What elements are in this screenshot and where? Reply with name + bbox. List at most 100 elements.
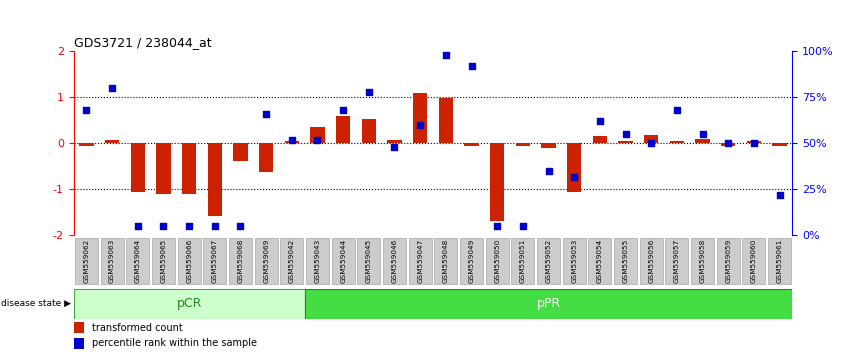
- Bar: [306, 238, 329, 285]
- Bar: [310, 127, 325, 143]
- Bar: [537, 238, 560, 285]
- Text: GSM559068: GSM559068: [237, 239, 243, 283]
- Bar: [563, 238, 585, 285]
- Point: [593, 119, 607, 124]
- Point: [131, 223, 145, 229]
- Bar: [358, 238, 380, 285]
- Point: [285, 137, 299, 143]
- Bar: [640, 238, 662, 285]
- Bar: [74, 322, 84, 333]
- Text: GSM559057: GSM559057: [674, 239, 680, 283]
- Bar: [409, 238, 432, 285]
- Text: GSM559052: GSM559052: [546, 239, 552, 283]
- Bar: [362, 119, 376, 143]
- Bar: [126, 238, 149, 285]
- Text: GDS3721 / 238044_at: GDS3721 / 238044_at: [74, 36, 211, 49]
- Bar: [439, 98, 453, 143]
- Bar: [208, 143, 222, 216]
- Text: GSM559060: GSM559060: [751, 239, 757, 283]
- Point: [234, 223, 248, 229]
- Text: transformed count: transformed count: [92, 322, 183, 332]
- Text: GSM559065: GSM559065: [160, 239, 166, 283]
- Point: [80, 107, 94, 113]
- Text: percentile rank within the sample: percentile rank within the sample: [92, 338, 256, 348]
- Point: [413, 122, 427, 128]
- Bar: [717, 238, 740, 285]
- Text: pPR: pPR: [536, 297, 560, 310]
- Point: [721, 141, 735, 146]
- Bar: [742, 238, 766, 285]
- Text: GSM559051: GSM559051: [520, 239, 526, 283]
- Point: [336, 107, 350, 113]
- Bar: [721, 143, 735, 146]
- Bar: [413, 93, 427, 143]
- Bar: [105, 140, 120, 143]
- Bar: [74, 289, 305, 319]
- Text: GSM559053: GSM559053: [572, 239, 577, 283]
- Text: GSM559056: GSM559056: [649, 239, 654, 283]
- Text: GSM559063: GSM559063: [109, 239, 115, 283]
- Point: [695, 131, 709, 137]
- Text: GSM559047: GSM559047: [417, 239, 423, 283]
- Bar: [178, 238, 201, 285]
- Bar: [157, 143, 171, 194]
- Text: GSM559069: GSM559069: [263, 239, 269, 283]
- Point: [464, 63, 478, 69]
- Bar: [665, 238, 688, 285]
- Point: [259, 111, 273, 117]
- Point: [182, 223, 196, 229]
- Text: GSM559043: GSM559043: [314, 239, 320, 283]
- Text: GSM559061: GSM559061: [777, 239, 783, 283]
- Text: GSM559066: GSM559066: [186, 239, 192, 283]
- Text: GSM559044: GSM559044: [340, 239, 346, 283]
- Bar: [182, 143, 197, 194]
- Point: [362, 89, 376, 95]
- Bar: [229, 238, 252, 285]
- Point: [541, 168, 555, 174]
- Bar: [593, 137, 607, 143]
- Point: [567, 174, 581, 179]
- Point: [105, 85, 119, 91]
- Bar: [255, 238, 278, 285]
- Bar: [332, 238, 355, 285]
- Bar: [80, 143, 94, 146]
- Text: GSM559067: GSM559067: [212, 239, 217, 283]
- Text: GSM559049: GSM559049: [469, 239, 475, 283]
- Text: GSM559045: GSM559045: [365, 239, 372, 283]
- Bar: [516, 143, 530, 146]
- Text: GSM559055: GSM559055: [623, 239, 629, 283]
- Bar: [100, 238, 124, 285]
- Bar: [336, 116, 350, 143]
- Bar: [131, 143, 145, 192]
- Point: [439, 52, 453, 58]
- Text: disease state ▶: disease state ▶: [1, 299, 71, 308]
- Bar: [768, 238, 792, 285]
- Bar: [234, 143, 248, 161]
- Text: GSM559062: GSM559062: [83, 239, 89, 283]
- Bar: [464, 143, 479, 146]
- Bar: [567, 143, 581, 192]
- Text: GSM559054: GSM559054: [597, 239, 603, 283]
- Bar: [490, 143, 504, 221]
- Bar: [669, 141, 684, 143]
- Point: [157, 223, 171, 229]
- Point: [772, 192, 786, 198]
- Bar: [387, 140, 402, 143]
- Bar: [383, 238, 406, 285]
- Point: [670, 107, 684, 113]
- Bar: [541, 143, 556, 148]
- Bar: [511, 238, 534, 285]
- Bar: [618, 141, 632, 143]
- Bar: [695, 139, 709, 143]
- Bar: [285, 141, 299, 143]
- Point: [747, 141, 761, 146]
- Bar: [434, 238, 457, 285]
- Bar: [460, 238, 483, 285]
- Bar: [644, 135, 658, 143]
- Bar: [588, 238, 611, 285]
- Text: GSM559050: GSM559050: [494, 239, 501, 283]
- Bar: [746, 141, 761, 143]
- Bar: [204, 238, 226, 285]
- Point: [490, 223, 504, 229]
- Text: GSM559064: GSM559064: [135, 239, 141, 283]
